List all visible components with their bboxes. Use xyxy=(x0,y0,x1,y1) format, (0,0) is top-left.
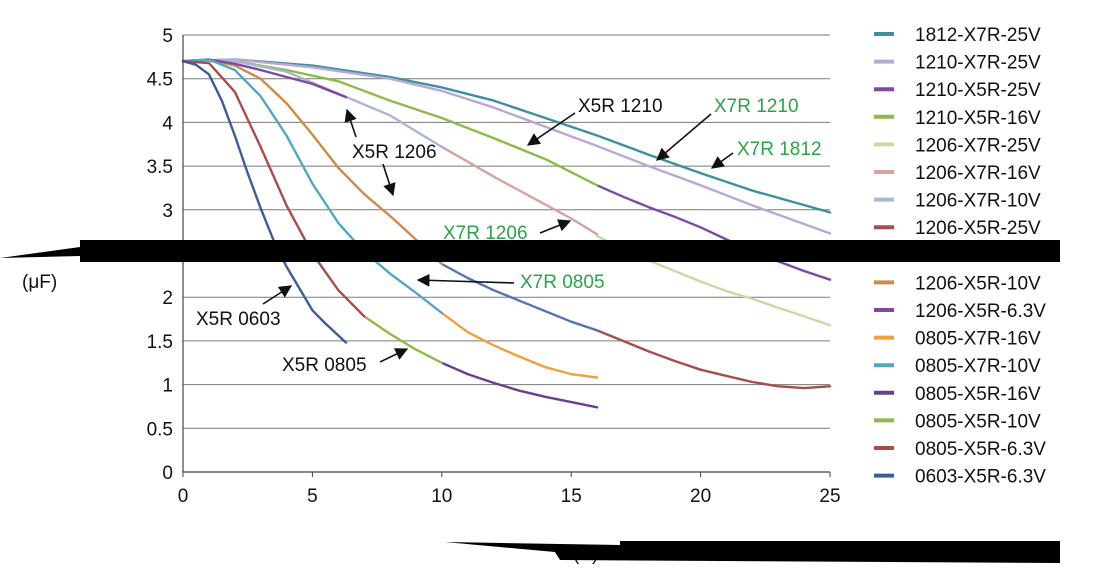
series-line-0805-x5r-6-3v xyxy=(181,60,366,318)
legend-entry: 0805-X5R-6.3V xyxy=(915,439,1046,460)
legend-entry: 0805-X5R-10V xyxy=(915,411,1041,432)
series-line-0603-x5r-6-3v xyxy=(181,60,348,344)
annotation-x5r-0805: X5R 0805 xyxy=(282,355,367,376)
scan-artifact-bars xyxy=(0,240,1060,563)
y-tick-label: 0 xyxy=(162,463,173,484)
legend-entry: 1210-X7R-25V xyxy=(915,53,1041,74)
annotation-x7r-1206: X7R 1206 xyxy=(443,223,528,244)
series-line-1206-x7r-16v xyxy=(440,145,599,236)
artifact-bar-bottom xyxy=(445,541,1060,563)
annotation-arrow-x5r-1210 xyxy=(526,112,576,146)
legend-entry: 1812-X7R-25V xyxy=(915,25,1041,46)
legend-entry: 1206-X7R-25V xyxy=(915,135,1041,156)
annotation-arrow-x7r-1206 xyxy=(539,219,572,234)
y-axis-ticks: 00.511.522.533.544.55 xyxy=(147,26,174,484)
annotation-arrow-x5r-0805 xyxy=(379,348,409,363)
y-tick-label: 3.5 xyxy=(147,157,173,178)
annotation-arrow-x7r-0805 xyxy=(416,273,515,287)
annotation-arrow-x5r-1206-up xyxy=(344,108,357,138)
y-axis-label: (μF) xyxy=(22,272,57,293)
series-line-0805-x7r-10v xyxy=(181,58,443,315)
annotation-x7r-0805: X7R 0805 xyxy=(520,272,605,293)
x-tick-label: 10 xyxy=(431,486,452,507)
annotation-x7r-1210: X7R 1210 xyxy=(714,96,799,117)
artifact-bar-middle xyxy=(0,240,1060,262)
y-tick-label: 5 xyxy=(162,26,173,47)
legend-entry: 1210-X5R-25V xyxy=(915,80,1041,101)
annotation-arrow-x7r-1210 xyxy=(656,113,712,161)
series-line-1206-x5r-25v xyxy=(595,329,832,390)
y-tick-label: 0.5 xyxy=(147,419,173,440)
y-tick-label: 1 xyxy=(162,376,173,397)
x-tick-label: 5 xyxy=(307,486,318,507)
x-tick-label: 25 xyxy=(819,486,840,507)
y-tick-label: 4.5 xyxy=(147,70,173,91)
annotation-arrow-x7r-1812 xyxy=(710,152,734,169)
annotations: X5R 1210 X7R 1210 X7R 1812 X5R 1206 X7R … xyxy=(196,96,822,376)
legend-entry: 1210-X5R-16V xyxy=(915,108,1041,129)
series-line-1210-x5r-25v xyxy=(595,184,832,281)
annotation-arrow-x5r-1206-down xyxy=(382,163,396,197)
y-tick-label: 1.5 xyxy=(147,332,173,353)
y-tick-label: 2 xyxy=(162,288,173,309)
annotation-x7r-1812: X7R 1812 xyxy=(737,139,822,160)
legend-entry: 1206-X5R-25V xyxy=(915,218,1041,239)
legend-entry: 0805-X7R-10V xyxy=(915,356,1041,377)
legend-entry: 0805-X7R-16V xyxy=(915,329,1041,350)
series-line-0805-x7r-16v xyxy=(440,311,599,379)
legend-entry: 1206-X5R-6.3V xyxy=(915,301,1046,322)
legend-entry: 1206-X7R-10V xyxy=(915,191,1041,212)
legend-entry: 0805-X5R-16V xyxy=(915,384,1041,405)
annotation-arrow-x5r-0603 xyxy=(262,285,293,305)
series-line-0805-x5r-16v xyxy=(440,361,599,409)
x-axis-ticks: 0 5 10 15 20 25 xyxy=(178,472,841,507)
series-line-1812-x7r-25v xyxy=(181,58,832,214)
x-tick-label: 20 xyxy=(690,486,711,507)
series-line-0805-x5r-10v xyxy=(363,315,443,364)
series-line-1210-x7r-25v xyxy=(181,58,832,235)
y-tick-label: 3 xyxy=(162,201,173,222)
annotation-x5r-1206: X5R 1206 xyxy=(352,142,437,163)
y-tick-label: 4 xyxy=(162,113,173,134)
annotation-x5r-0603: X5R 0603 xyxy=(196,309,281,330)
legend-entry: 1206-X7R-16V xyxy=(915,163,1041,184)
legend-entry: 0603-X5R-6.3V xyxy=(915,467,1046,488)
x-tick-label: 0 xyxy=(178,486,189,507)
annotation-x5r-1210: X5R 1210 xyxy=(578,96,663,117)
series-line-1206-x5r-16v xyxy=(440,262,599,332)
x-tick-label: 15 xyxy=(561,486,582,507)
legend-entry: 1206-X5R-10V xyxy=(915,273,1041,294)
